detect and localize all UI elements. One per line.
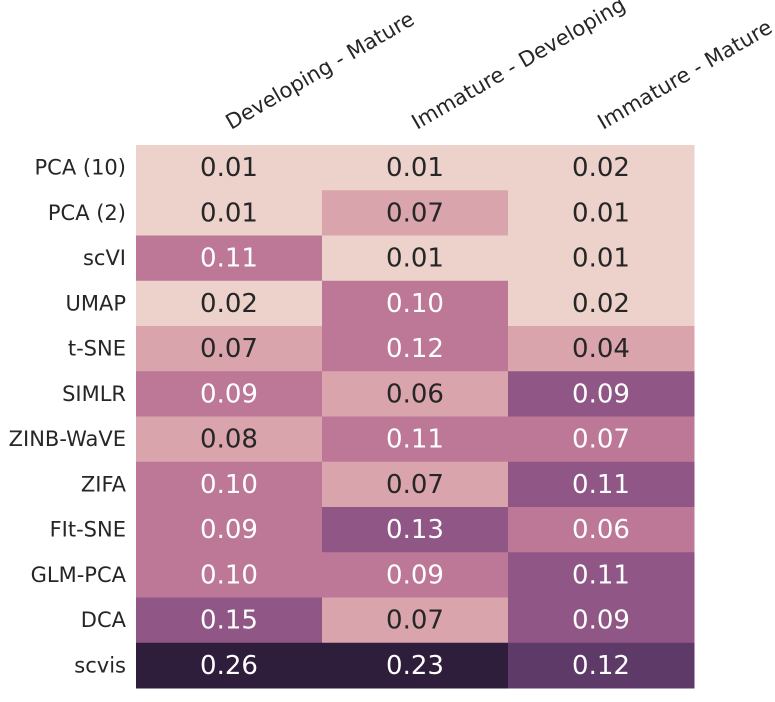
cell-value-label: 0.09 (200, 515, 258, 545)
cell-value-label: 0.26 (200, 651, 258, 681)
column-label: Immature - Mature (594, 15, 775, 134)
heatmap-cell (508, 642, 695, 689)
cell-value-label: 0.01 (572, 244, 630, 274)
heatmap-cell (322, 371, 509, 417)
cell-value-label: 0.01 (200, 198, 258, 228)
heatmap-cell (508, 507, 695, 553)
heatmap-cell (136, 642, 323, 689)
row-label: DCA (81, 608, 127, 632)
heatmap-cell (322, 326, 509, 372)
cell-value-label: 0.04 (572, 334, 630, 364)
cell-value-label: 0.11 (386, 425, 444, 455)
cell-value-label: 0.23 (386, 651, 444, 681)
heatmap-cell (508, 552, 695, 598)
cell-value-label: 0.11 (572, 470, 630, 500)
cell-value-label: 0.07 (200, 334, 258, 364)
heatmap-cell (508, 190, 695, 236)
row-label: scvis (74, 653, 126, 677)
row-label: ZIFA (81, 472, 127, 496)
heatmap-cell (322, 416, 509, 463)
cell-value-label: 0.15 (200, 606, 258, 636)
cell-value-label: 0.09 (572, 606, 630, 636)
row-label: PCA (2) (48, 201, 126, 225)
cell-value-label: 0.08 (200, 425, 258, 455)
cell-value-label: 0.01 (200, 153, 258, 183)
row-label: UMAP (65, 291, 126, 315)
cell-value-label: 0.02 (572, 153, 630, 183)
row-label: SIMLR (62, 382, 126, 406)
cell-value-label: 0.10 (200, 560, 258, 590)
heatmap-cell (322, 235, 509, 282)
cell-value-label: 0.02 (572, 289, 630, 319)
heatmap-cell (322, 461, 509, 508)
heatmap-cell (508, 280, 695, 327)
heatmap-cell (322, 552, 509, 598)
heatmap-cell (136, 371, 323, 417)
cell-value-label: 0.06 (386, 379, 444, 409)
heatmap-cell (322, 280, 509, 327)
heatmap-cell (136, 507, 323, 553)
cell-value-label: 0.09 (386, 560, 444, 590)
heatmap-cell (508, 461, 695, 508)
heatmap-cell (136, 280, 323, 327)
cell-value-label: 0.11 (200, 244, 258, 274)
cell-value-label: 0.01 (386, 244, 444, 274)
cell-value-label: 0.07 (386, 198, 444, 228)
heatmap-cell (136, 145, 323, 191)
heatmap-cell (322, 190, 509, 236)
heatmap-cell (136, 597, 323, 644)
cell-value-label: 0.12 (572, 651, 630, 681)
row-label: scVI (83, 246, 126, 270)
cell-value-label: 0.07 (386, 470, 444, 500)
row-label: GLM-PCA (31, 563, 127, 587)
cell-value-label: 0.02 (200, 289, 258, 319)
heatmap-cell (136, 416, 323, 463)
cell-value-label: 0.13 (386, 515, 444, 545)
heatmap-cell (322, 507, 509, 553)
cell-value-label: 0.07 (386, 606, 444, 636)
cell-value-label: 0.06 (572, 515, 630, 545)
row-label: PCA (10) (35, 156, 126, 180)
heatmap-cell (136, 461, 323, 508)
cell-value-label: 0.07 (572, 425, 630, 455)
cell-value-label: 0.10 (386, 289, 444, 319)
heatmap-cell (508, 597, 695, 644)
cell-value-label: 0.01 (572, 198, 630, 228)
cell-value-label: 0.12 (386, 334, 444, 364)
cell-value-label: 0.11 (572, 560, 630, 590)
cell-value-label: 0.10 (200, 470, 258, 500)
heatmap-cell (508, 235, 695, 282)
heatmap-cell (322, 597, 509, 644)
heatmap-cell (322, 642, 509, 689)
heatmap-cells: 0.01 0.01 0.02 0.01 0.07 0.01 0.11 0.01 0.01 0.02… (136, 145, 695, 689)
heatmap-cell (136, 552, 323, 598)
cell-value-label: 0.01 (386, 153, 444, 183)
heatmap-cell (136, 190, 323, 236)
heatmap-cell (508, 371, 695, 417)
heatmap-cell (508, 326, 695, 372)
heatmap-cell (322, 145, 509, 191)
row-labels: PCA (10) PCA (2) scVI UMAP t-SNE SIMLR ZINB-Wa… (9, 156, 127, 678)
heatmap-cell (508, 416, 695, 463)
cell-value-label: 0.09 (572, 379, 630, 409)
row-label: t-SNE (68, 337, 126, 361)
row-label: ZINB-WaVE (9, 427, 126, 451)
heatmap-cell (136, 326, 323, 372)
column-label: Developing - Mature (222, 7, 419, 135)
cell-value-label: 0.09 (200, 379, 258, 409)
row-label: FIt-SNE (50, 518, 126, 542)
heatmap-cell (508, 145, 695, 191)
heatmap-cell (136, 235, 323, 282)
